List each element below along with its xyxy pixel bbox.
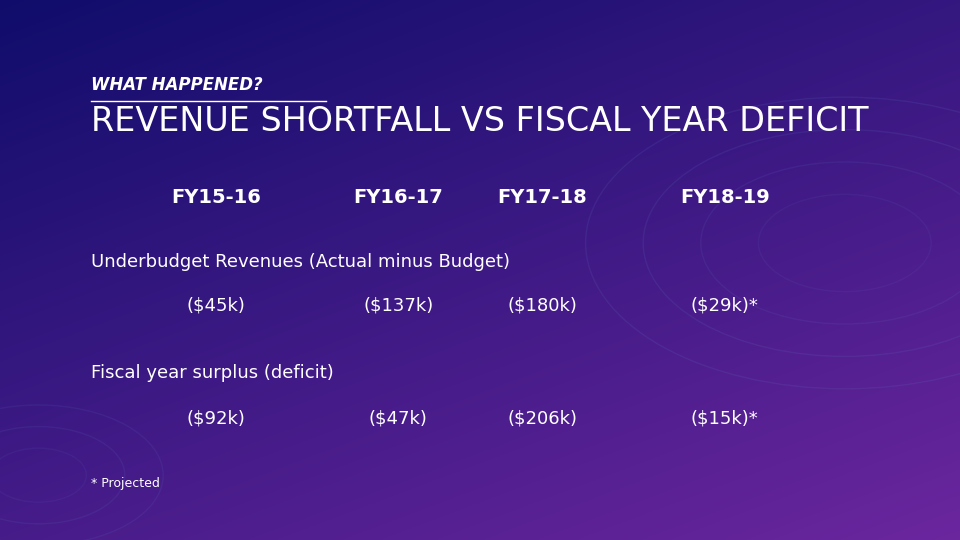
- Text: ($47k): ($47k): [369, 409, 428, 428]
- Text: ($45k): ($45k): [186, 296, 246, 314]
- Text: ($92k): ($92k): [186, 409, 246, 428]
- Text: Fiscal year surplus (deficit): Fiscal year surplus (deficit): [91, 363, 334, 382]
- Text: ($29k)*: ($29k)*: [691, 296, 758, 314]
- Text: ($137k): ($137k): [363, 296, 434, 314]
- Text: ($180k): ($180k): [508, 296, 577, 314]
- Text: ($206k): ($206k): [508, 409, 577, 428]
- Text: WHAT HAPPENED?: WHAT HAPPENED?: [91, 77, 263, 94]
- Text: FY16-17: FY16-17: [353, 187, 444, 207]
- Text: FY17-18: FY17-18: [497, 187, 588, 207]
- Text: ($15k)*: ($15k)*: [691, 409, 758, 428]
- Text: Underbudget Revenues (Actual minus Budget): Underbudget Revenues (Actual minus Budge…: [91, 253, 510, 271]
- Text: * Projected: * Projected: [91, 477, 160, 490]
- Text: FY18-19: FY18-19: [680, 187, 770, 207]
- Text: FY15-16: FY15-16: [171, 187, 261, 207]
- Text: REVENUE SHORTFALL VS FISCAL YEAR DEFICIT: REVENUE SHORTFALL VS FISCAL YEAR DEFICIT: [91, 105, 869, 138]
